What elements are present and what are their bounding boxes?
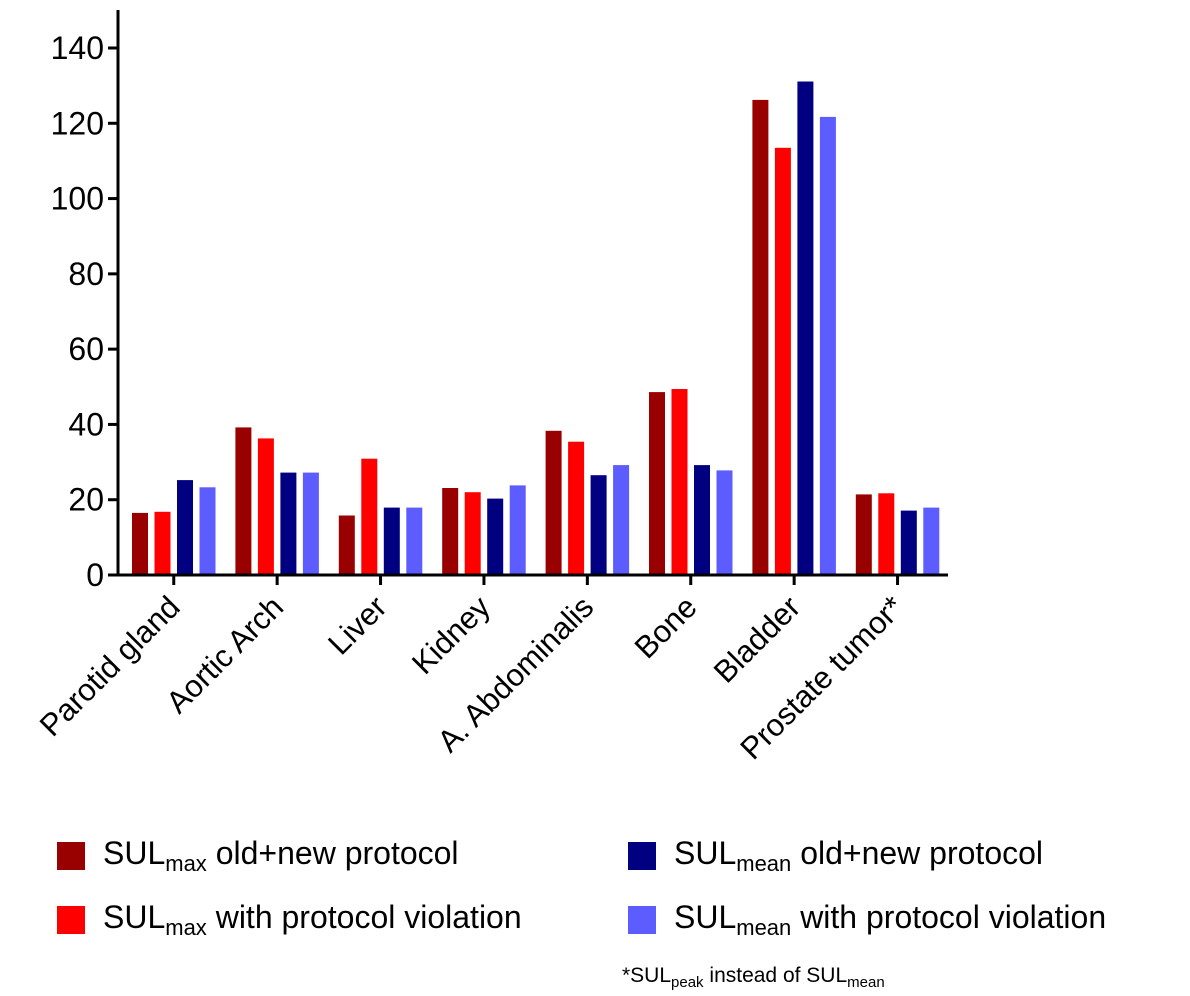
bars-group (132, 81, 940, 576)
bar-2-0 (177, 480, 193, 575)
bar-0-4 (545, 430, 562, 575)
footnote: *SULpeak instead of SULmean (622, 964, 885, 991)
bar-1-3 (464, 492, 481, 575)
y-tick-label: 80 (68, 256, 104, 292)
bar-1-2 (361, 458, 378, 575)
bar-1-5 (671, 389, 688, 575)
bar-2-3 (487, 498, 504, 575)
bar-3-1 (302, 472, 319, 575)
y-tick-label: 100 (51, 181, 104, 217)
y-tick-label: 0 (86, 557, 104, 593)
x-tick-label: Bladder (707, 589, 807, 689)
bar-0-3 (442, 488, 459, 575)
bar-2-7 (900, 510, 917, 575)
y-tick-labels: 0 20 40 60 80 100 120 140 (51, 30, 104, 593)
bar-3-2 (406, 507, 423, 575)
x-tick-label: Parotid gland (33, 589, 187, 743)
x-tick-label: Liver (321, 589, 393, 661)
bar-1-7 (878, 493, 895, 575)
bar-0-5 (649, 392, 665, 575)
bar-3-6 (819, 116, 836, 576)
y-tick-label: 20 (68, 482, 104, 518)
bar-2-2 (383, 507, 400, 575)
bar-2-1 (280, 472, 297, 575)
axes-group (108, 10, 948, 585)
bar-0-6 (752, 99, 769, 576)
bar-2-5 (694, 465, 710, 575)
bar-0-2 (338, 515, 355, 575)
bar-3-3 (509, 485, 526, 575)
x-tick-label: Bone (628, 589, 704, 665)
y-tick-label: 140 (51, 30, 104, 66)
bar-3-0 (199, 487, 216, 575)
bar-1-4 (568, 441, 585, 575)
y-tick-label: 60 (68, 331, 104, 367)
bar-3-7 (923, 507, 940, 575)
bar-3-4 (613, 465, 630, 575)
bar-0-1 (235, 427, 252, 575)
y-tick-label: 120 (51, 105, 104, 141)
bar-3-5 (716, 470, 733, 575)
bar-2-4 (590, 475, 607, 575)
y-tick-label: 40 (68, 406, 104, 442)
x-tick-label: Kidney (405, 589, 497, 681)
bar-1-0 (154, 511, 171, 575)
bar-1-1 (257, 438, 274, 575)
bar-2-6 (797, 81, 814, 575)
bar-1-6 (774, 147, 791, 576)
bar-0-0 (132, 512, 148, 575)
bar-0-7 (855, 494, 872, 575)
